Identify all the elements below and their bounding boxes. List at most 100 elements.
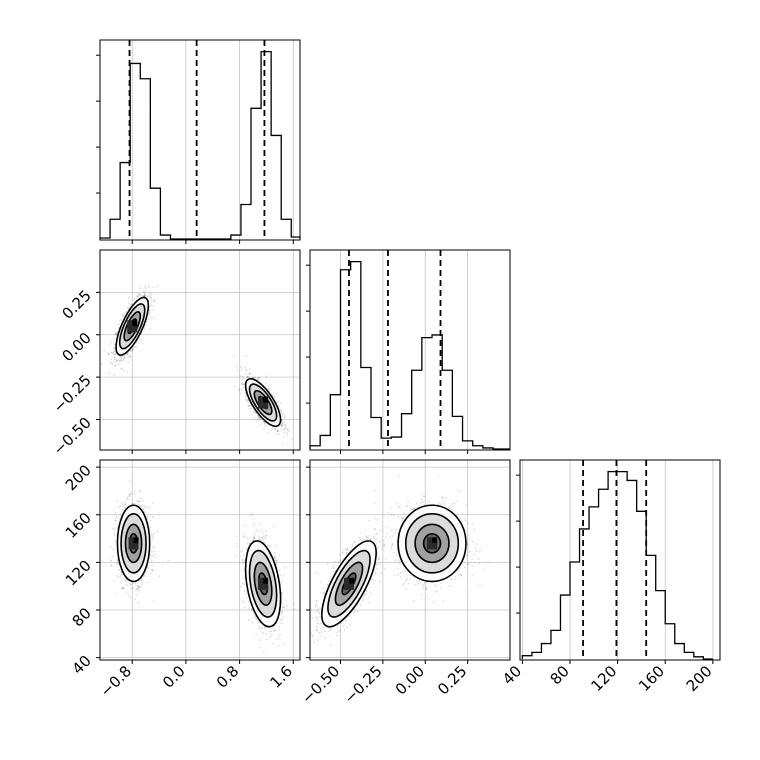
- sample-point: [151, 569, 154, 572]
- sample-point: [150, 296, 153, 299]
- sample-point: [139, 586, 142, 589]
- sample-point: [144, 571, 147, 573]
- sample-point: [118, 360, 121, 363]
- sample-point: [279, 574, 282, 576]
- sample-point: [261, 631, 263, 633]
- sample-point: [149, 311, 152, 313]
- sample-point: [268, 630, 271, 633]
- sample-point: [256, 377, 259, 380]
- sample-point: [110, 545, 112, 548]
- sample-point: [110, 358, 112, 361]
- sample-point: [112, 528, 115, 530]
- sample-point: [281, 424, 284, 426]
- sample-point: [133, 297, 136, 300]
- sample-point: [265, 530, 267, 533]
- sample-point: [283, 574, 286, 576]
- sample-point: [280, 622, 283, 625]
- sample-point: [264, 422, 267, 424]
- sample-point: [152, 286, 155, 288]
- sample-point: [242, 378, 244, 381]
- sample-point: [240, 551, 242, 553]
- sample-point: [114, 534, 116, 536]
- sample-point: [240, 378, 243, 380]
- sample-point: [126, 579, 128, 582]
- sample-point: [144, 287, 147, 290]
- sample-point: [120, 574, 123, 577]
- sample-point: [263, 626, 266, 629]
- sample-point: [129, 493, 132, 495]
- sample-point: [115, 358, 117, 361]
- sample-point: [136, 588, 138, 591]
- sample-point: [134, 598, 137, 601]
- sample-point: [108, 353, 110, 355]
- sample-point: [274, 427, 276, 430]
- sample-point: [110, 341, 112, 344]
- sample-point: [153, 600, 156, 602]
- sample-point: [120, 587, 123, 590]
- density-core-cell: [132, 326, 138, 333]
- sample-point: [129, 595, 132, 598]
- sample-point: [250, 407, 253, 410]
- sample-point: [115, 575, 118, 577]
- sample-point: [153, 533, 156, 535]
- sample-point: [115, 333, 117, 336]
- sample-point: [144, 293, 147, 295]
- sample-point: [120, 318, 122, 321]
- sample-point: [112, 338, 115, 341]
- sample-point: [120, 367, 123, 370]
- sample-point: [123, 357, 125, 359]
- sample-point: [279, 402, 282, 404]
- histogram-bar: [656, 591, 666, 659]
- sample-point: [121, 313, 124, 316]
- sample-point: [138, 287, 141, 290]
- sample-point: [112, 548, 115, 551]
- sample-point: [115, 332, 117, 335]
- sample-point: [262, 632, 265, 635]
- sample-point: [255, 633, 258, 635]
- sample-point: [146, 566, 149, 569]
- sample-point: [128, 495, 131, 498]
- sample-point: [276, 433, 279, 436]
- sample-point: [115, 515, 118, 518]
- sample-point: [138, 295, 140, 297]
- sample-point: [156, 530, 159, 533]
- density-core-cell: [128, 537, 134, 544]
- sample-point: [246, 400, 248, 403]
- sample-point: [277, 629, 280, 631]
- sample-point: [133, 299, 136, 301]
- panel-background: [310, 250, 510, 450]
- sample-point: [116, 360, 118, 362]
- histogram-outline: [521, 470, 713, 660]
- histogram-panel-0: [96, 39, 301, 244]
- scatter-panel-1-0: −0.50−0.250.000.25: [50, 249, 301, 459]
- sample-point: [259, 417, 261, 420]
- sample-point: [117, 363, 120, 366]
- density-contour: [115, 296, 150, 356]
- sample-point: [136, 295, 139, 298]
- sample-point: [269, 635, 271, 638]
- sample-point: [241, 381, 244, 384]
- sample-point: [137, 588, 140, 591]
- sample-point: [127, 352, 130, 355]
- sample-point: [138, 292, 141, 295]
- sample-point: [252, 517, 255, 520]
- sample-point: [283, 421, 285, 424]
- sample-point: [148, 313, 151, 316]
- sample-point: [235, 365, 238, 368]
- sample-point: [146, 295, 149, 297]
- density-core-cell: [258, 402, 264, 409]
- sample-point: [261, 532, 264, 535]
- sample-point: [117, 562, 120, 565]
- sample-point: [139, 293, 141, 296]
- histogram-bar: [381, 438, 391, 449]
- histogram-bar: [271, 135, 281, 239]
- sample-point: [258, 376, 260, 378]
- sample-point: [278, 645, 280, 647]
- sample-point: [118, 506, 121, 508]
- sample-point: [125, 503, 127, 506]
- sample-point: [118, 355, 121, 358]
- sample-point: [150, 551, 153, 553]
- y-tick-label: −0.25: [50, 371, 95, 416]
- sample-point: [114, 512, 117, 514]
